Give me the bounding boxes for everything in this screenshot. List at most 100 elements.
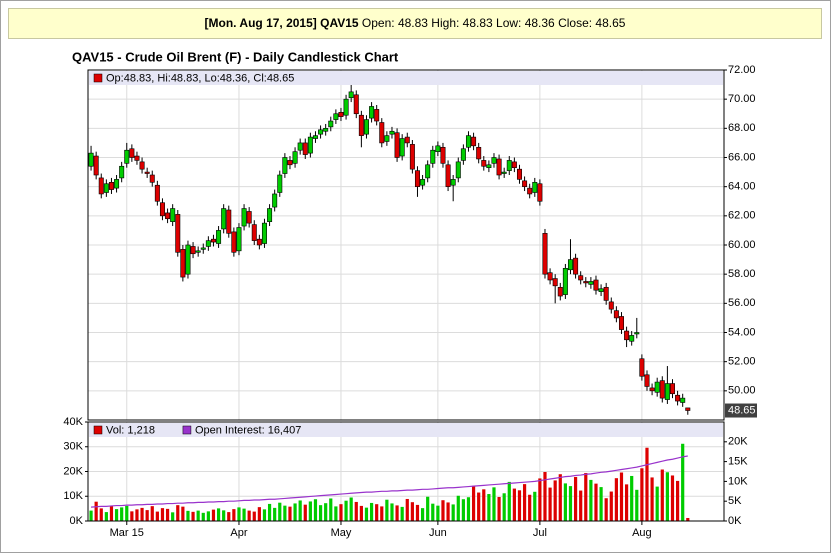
y-tick-label: 50.00	[728, 385, 756, 397]
volume-bar	[477, 492, 481, 521]
candle-body	[532, 181, 538, 193]
volume-bar	[191, 511, 195, 521]
volume-bar	[385, 499, 389, 521]
y-tick-label: 10K	[63, 490, 83, 502]
volume-bar	[130, 511, 134, 521]
volume-bar	[364, 507, 369, 521]
volume-bar	[686, 517, 690, 521]
plot-layer: Mar 15 Apr May Jun Jul Aug 50.00 52.00 54.00 56.0…	[63, 64, 757, 539]
volume-bar	[298, 500, 302, 521]
banner	[8, 8, 822, 39]
volume-bar	[512, 488, 516, 521]
candle-body	[654, 381, 660, 393]
y-tick-label: 40K	[63, 416, 83, 428]
candle-body	[455, 161, 461, 179]
candle-body	[409, 144, 415, 170]
volume-bar	[94, 501, 98, 521]
volume-bar	[502, 493, 506, 521]
candle-body	[323, 128, 329, 132]
candle-body	[343, 98, 349, 116]
volume-bar	[308, 501, 312, 521]
candle-body	[506, 160, 512, 171]
volume-bar	[247, 510, 251, 521]
candle-body	[93, 155, 99, 176]
volume-bar	[135, 509, 139, 521]
candle-body	[338, 111, 344, 117]
price-legend-bar	[89, 71, 723, 85]
candle-body	[578, 275, 584, 281]
candle-body	[312, 135, 318, 139]
candle-body	[527, 187, 533, 195]
y-tick-label: 60.00	[728, 239, 756, 251]
candle-body	[348, 91, 354, 99]
candle-body	[542, 233, 548, 275]
volume-bar	[232, 509, 236, 521]
candle-body	[567, 259, 573, 271]
volume-bar	[89, 510, 93, 521]
candle-body	[394, 132, 400, 158]
volume-bar	[466, 497, 471, 521]
candle-body	[358, 114, 364, 136]
volume-bar	[415, 504, 420, 521]
candle-body	[236, 227, 242, 252]
candle-body	[297, 142, 303, 151]
candle-body	[486, 164, 492, 169]
candle-body	[108, 181, 114, 190]
volume-bar	[579, 490, 583, 521]
chart-title: QAV15 - Crude Oil Brent (F) - Daily Cand…	[72, 49, 399, 64]
price-border	[87, 69, 725, 421]
candle-body	[450, 179, 456, 186]
volume-bar	[329, 498, 333, 521]
candle-body	[624, 330, 630, 341]
candle-body	[185, 244, 191, 275]
volume-bar	[563, 483, 567, 521]
volume-bar	[599, 487, 603, 521]
candle-body	[664, 383, 670, 400]
candle-body	[389, 130, 395, 135]
candle-body	[292, 151, 298, 164]
x-tick-label: Aug	[632, 527, 652, 539]
volume-bar	[99, 508, 103, 521]
volume-bar	[334, 506, 338, 521]
volume-bar	[426, 496, 430, 521]
candle-body	[562, 268, 568, 295]
volume-bar	[114, 509, 119, 521]
volume-bar	[125, 505, 129, 521]
candle-body	[119, 165, 125, 179]
volume-bar	[665, 472, 669, 521]
volume-bar	[344, 500, 348, 521]
candle-body	[134, 155, 140, 161]
candle-body	[103, 183, 109, 193]
candle-body	[420, 179, 426, 186]
volume-bar	[553, 480, 557, 521]
volume-bar	[155, 511, 159, 521]
volume-bar	[171, 512, 175, 521]
candle-body	[649, 387, 655, 392]
candle-body	[353, 94, 359, 115]
volume-bar	[517, 490, 522, 521]
candle-body	[88, 152, 94, 167]
candle-body	[195, 250, 201, 253]
candle-body	[511, 161, 517, 169]
candle-body	[139, 161, 145, 170]
volume-bar	[456, 495, 460, 521]
x-tick-label: Jun	[429, 527, 447, 539]
candle-body	[277, 174, 283, 193]
y-tick-label: 68.00	[728, 122, 756, 134]
candle-body	[613, 310, 619, 319]
candle-body	[282, 157, 288, 174]
candle-body	[435, 145, 441, 152]
volume-bar	[150, 506, 154, 521]
volume-bar	[436, 505, 440, 521]
volume-bar	[237, 507, 241, 521]
x-tick-label: Mar 15	[110, 527, 144, 539]
candle-body	[221, 208, 227, 230]
candle-body	[629, 335, 635, 342]
candle-body	[547, 272, 553, 281]
volume-bar	[390, 503, 394, 521]
candle-body	[261, 222, 267, 244]
candle-body	[639, 358, 645, 377]
candle-body	[465, 135, 471, 148]
candle-body	[302, 142, 308, 155]
